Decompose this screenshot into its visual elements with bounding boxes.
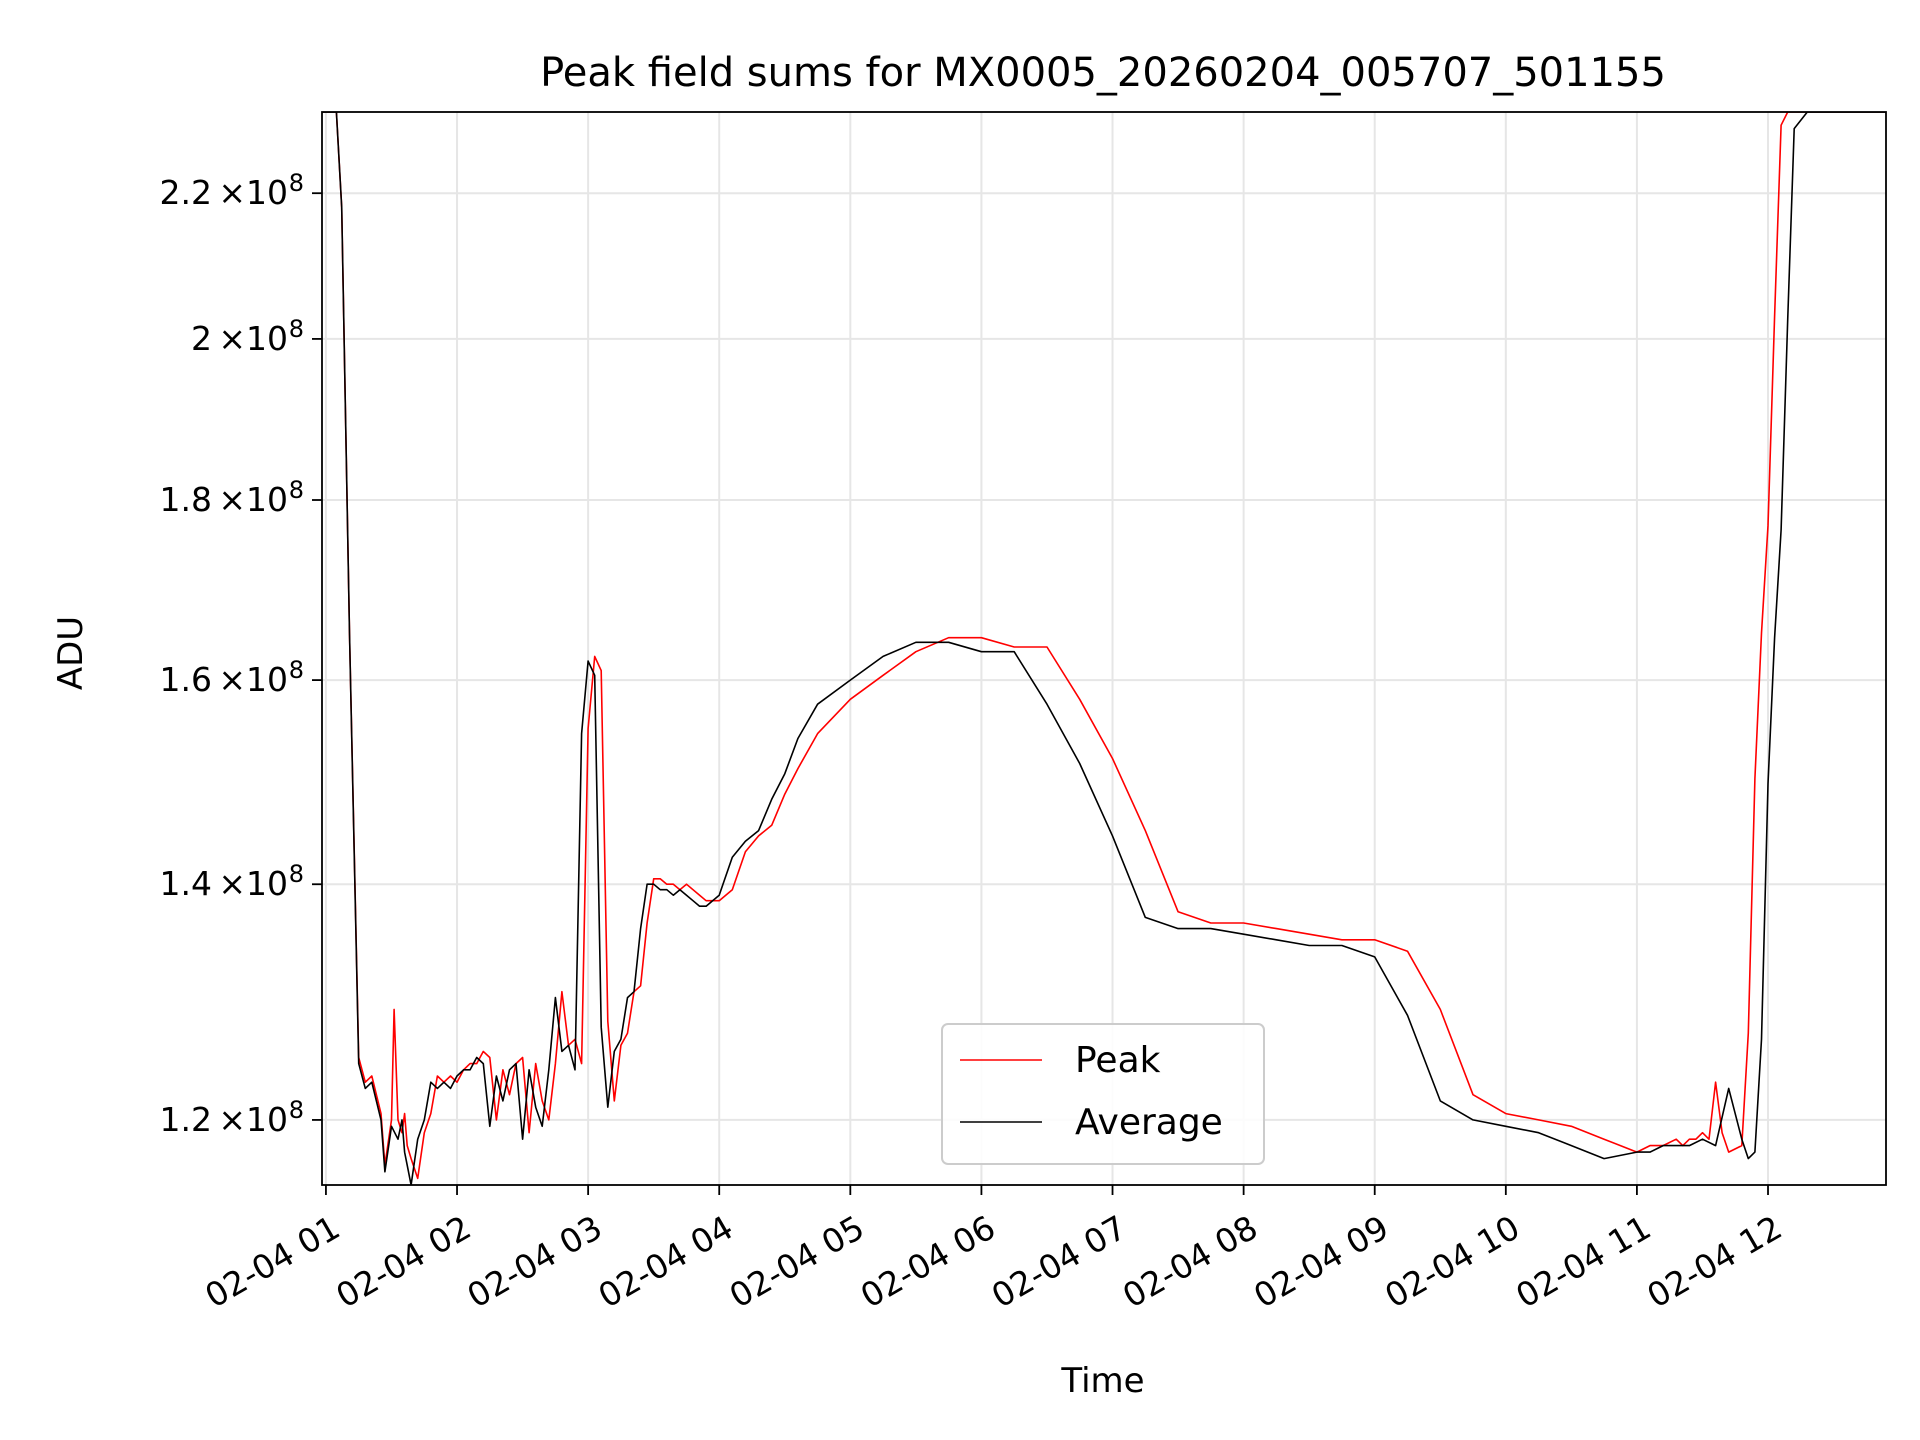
grid (322, 112, 1886, 1185)
y-tick-base: ×10 (218, 480, 288, 519)
y-tick-label: 8×101.4 (160, 860, 304, 903)
series-layer (322, 112, 1886, 1185)
x-axis-label: Time (1060, 1361, 1144, 1401)
y-tick-exponent: 8 (289, 1096, 304, 1124)
y-tick-base: ×10 (218, 173, 288, 212)
y-tick-base: ×10 (218, 1100, 288, 1139)
legend-frame (941, 1023, 1265, 1165)
y-tick-mantissa: 2.2 (160, 173, 212, 212)
y-tick-label: 8×102.2 (160, 169, 304, 212)
y-tick-base: ×10 (218, 660, 288, 699)
y-tick-base: ×10 (218, 864, 288, 903)
y-axis-label: ADU (51, 616, 91, 690)
y-tick-label: 8×102 (191, 315, 304, 358)
y-tick-mantissa: 1.4 (160, 864, 212, 903)
y-tick-exponent: 8 (289, 656, 304, 684)
y-tick-mantissa: 1.8 (160, 480, 212, 519)
y-tick-label: 8×101.2 (160, 1096, 304, 1139)
y-tick-base: ×10 (218, 319, 288, 358)
y-tick-exponent: 8 (289, 476, 304, 504)
series-line-average (322, 112, 1886, 1185)
y-tick-label: 8×101.6 (160, 656, 304, 699)
y-tick-mantissa: 2 (191, 319, 212, 358)
y-tick-exponent: 8 (289, 315, 304, 343)
legend-peak-label: Peak (1075, 1040, 1161, 1081)
legend-average-label: Average (1075, 1102, 1223, 1143)
legend: Peak Average (941, 1023, 1265, 1165)
y-tick-exponent: 8 (289, 860, 304, 888)
plot-frame (321, 111, 1887, 1186)
y-tick-mantissa: 1.6 (160, 660, 212, 699)
y-tick-mantissa: 1.2 (160, 1100, 212, 1139)
y-tick-exponent: 8 (289, 169, 304, 197)
y-tick-label: 8×101.8 (160, 476, 304, 519)
chart-title: Peak field sums for MX0005_20260204_0057… (540, 50, 1666, 96)
series-line-peak (322, 112, 1886, 1180)
